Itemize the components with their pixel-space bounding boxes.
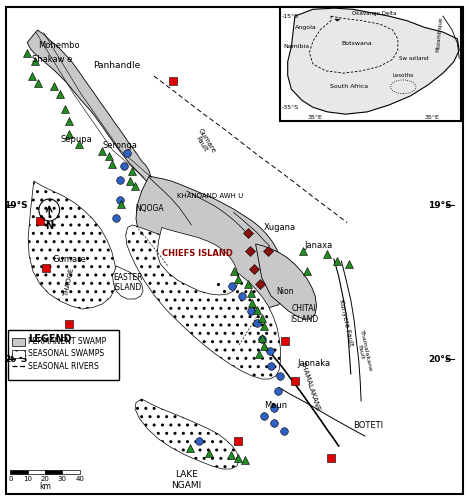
Bar bbox=[28, 470, 45, 474]
Text: CHIEFS ISLAND: CHIEFS ISLAND bbox=[162, 250, 234, 258]
Text: 20°S: 20°S bbox=[428, 354, 451, 364]
Text: Kunyere Fault: Kunyere Fault bbox=[338, 298, 354, 346]
Text: 0: 0 bbox=[8, 476, 13, 482]
Bar bbox=[8, 330, 119, 380]
Polygon shape bbox=[135, 399, 239, 469]
Text: 20: 20 bbox=[41, 476, 49, 482]
Text: Gumare: Gumare bbox=[53, 256, 86, 264]
Text: 40: 40 bbox=[76, 476, 84, 482]
Text: Nion: Nion bbox=[276, 286, 294, 296]
Bar bbox=[10, 470, 28, 474]
Text: Maun: Maun bbox=[264, 402, 287, 410]
Text: KHANDAND AWH U: KHANDAND AWH U bbox=[177, 193, 243, 199]
Bar bbox=[62, 470, 80, 474]
Polygon shape bbox=[256, 244, 317, 319]
Polygon shape bbox=[335, 19, 340, 21]
Text: -35°S: -35°S bbox=[281, 105, 299, 110]
Bar bbox=[280, 7, 461, 121]
Text: NQOGA: NQOGA bbox=[135, 204, 164, 214]
Text: THAOOE: THAOOE bbox=[63, 268, 76, 298]
Text: THAMALAKANE: THAMALAKANE bbox=[300, 359, 321, 411]
Text: N: N bbox=[45, 221, 53, 231]
Text: Sepupa: Sepupa bbox=[60, 134, 92, 143]
Text: Namibia: Namibia bbox=[284, 44, 310, 50]
Text: Mozambique: Mozambique bbox=[435, 16, 443, 52]
Text: Shakaw e: Shakaw e bbox=[32, 56, 72, 64]
Text: 20°S: 20°S bbox=[4, 354, 27, 364]
Polygon shape bbox=[126, 225, 280, 379]
Polygon shape bbox=[28, 181, 116, 309]
Polygon shape bbox=[113, 266, 143, 299]
Text: CHITAI
ISLAND: CHITAI ISLAND bbox=[290, 304, 318, 324]
Text: 35°E: 35°E bbox=[308, 115, 322, 120]
Bar bbox=[12, 338, 25, 346]
Text: Sw aziland: Sw aziland bbox=[399, 56, 429, 61]
Text: 19°S: 19°S bbox=[428, 200, 451, 209]
Text: Botswana: Botswana bbox=[341, 41, 371, 46]
Text: Jaonaka: Jaonaka bbox=[298, 360, 331, 368]
Polygon shape bbox=[136, 176, 288, 309]
Text: Okavango Delta: Okavango Delta bbox=[352, 12, 397, 16]
Text: Mohembo: Mohembo bbox=[38, 42, 80, 50]
Text: 19°S: 19°S bbox=[4, 200, 27, 209]
Text: BOTETI: BOTETI bbox=[353, 422, 383, 430]
Text: Thamalakane
Fault: Thamalakane Fault bbox=[354, 329, 373, 373]
Text: 30: 30 bbox=[58, 476, 67, 482]
Text: South Africa: South Africa bbox=[330, 84, 368, 89]
Text: Gumare
Fault: Gumare Fault bbox=[191, 127, 217, 158]
Text: PERMANENT SWAMP: PERMANENT SWAMP bbox=[28, 338, 106, 346]
Bar bbox=[45, 470, 62, 474]
Text: EASTER
ISLAND: EASTER ISLAND bbox=[113, 273, 142, 292]
Text: SEASONAL SWAMPS: SEASONAL SWAMPS bbox=[28, 350, 104, 358]
Text: Panhandle: Panhandle bbox=[93, 62, 140, 70]
Text: Angola: Angola bbox=[295, 25, 317, 30]
Text: 10: 10 bbox=[23, 476, 32, 482]
Text: Seronga: Seronga bbox=[102, 140, 137, 149]
Polygon shape bbox=[157, 228, 238, 295]
Text: Lesotho: Lesotho bbox=[393, 73, 414, 78]
Polygon shape bbox=[27, 30, 151, 181]
Text: SEASONAL RIVERS: SEASONAL RIVERS bbox=[28, 362, 99, 370]
Text: Janaxa: Janaxa bbox=[304, 242, 332, 250]
Text: km: km bbox=[39, 482, 51, 491]
Bar bbox=[12, 350, 25, 358]
Text: LEGEND: LEGEND bbox=[29, 334, 72, 344]
Text: LAKE
NGAMI: LAKE NGAMI bbox=[172, 470, 202, 490]
Polygon shape bbox=[287, 8, 459, 114]
Text: -15°S: -15°S bbox=[281, 14, 298, 18]
Text: 35°E: 35°E bbox=[424, 115, 439, 120]
Text: Xugana: Xugana bbox=[264, 223, 295, 232]
